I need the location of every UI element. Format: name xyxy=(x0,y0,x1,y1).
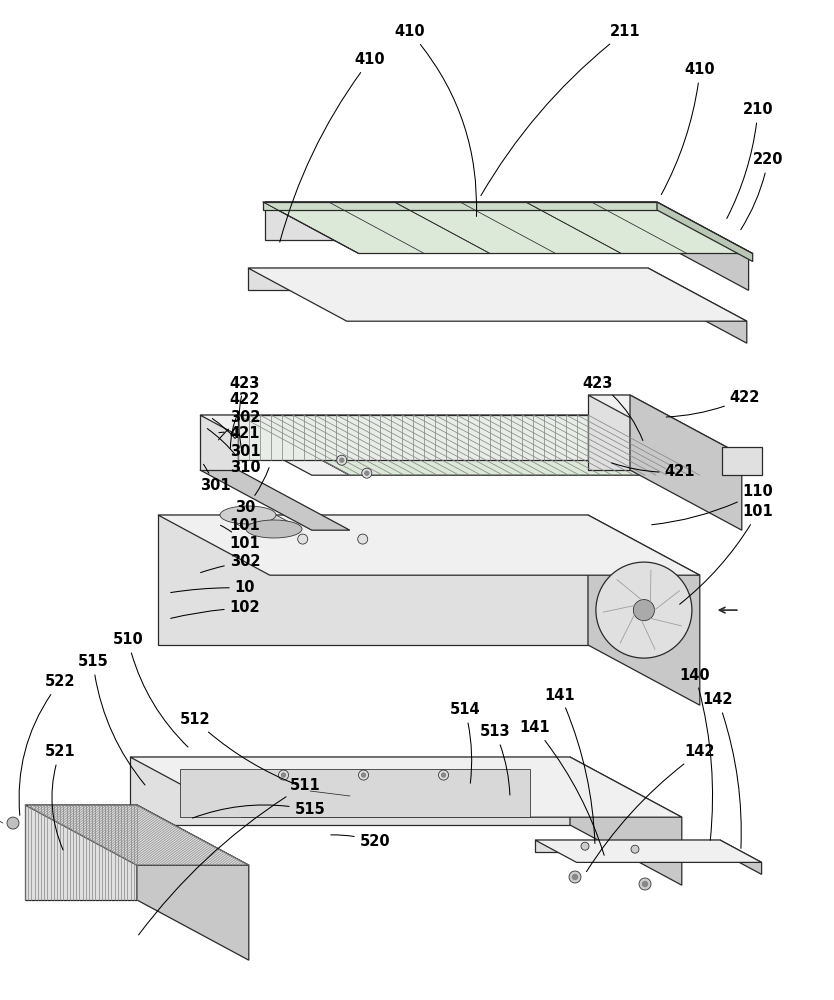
Circle shape xyxy=(642,882,647,886)
Text: 410: 410 xyxy=(394,24,476,216)
Circle shape xyxy=(633,600,655,621)
Text: 520: 520 xyxy=(331,834,390,850)
Polygon shape xyxy=(248,268,648,290)
Text: 302: 302 xyxy=(219,410,260,440)
Polygon shape xyxy=(535,840,761,862)
Polygon shape xyxy=(720,840,761,874)
Text: 142: 142 xyxy=(586,744,716,872)
Polygon shape xyxy=(721,447,761,475)
Circle shape xyxy=(639,878,651,890)
Polygon shape xyxy=(158,515,700,575)
Polygon shape xyxy=(25,805,137,900)
Circle shape xyxy=(631,845,639,853)
Circle shape xyxy=(581,842,589,850)
Text: 422: 422 xyxy=(666,390,760,417)
Text: 513: 513 xyxy=(480,724,510,795)
Text: 423: 423 xyxy=(583,375,643,441)
Text: 521: 521 xyxy=(45,744,75,850)
Circle shape xyxy=(362,773,365,777)
Circle shape xyxy=(358,534,368,544)
Circle shape xyxy=(364,471,369,475)
Polygon shape xyxy=(570,757,682,885)
Polygon shape xyxy=(200,415,349,475)
Polygon shape xyxy=(655,202,749,290)
Circle shape xyxy=(572,874,577,880)
Text: 510: 510 xyxy=(113,633,188,747)
Text: 220: 220 xyxy=(741,152,783,230)
Polygon shape xyxy=(200,470,349,530)
Text: 10: 10 xyxy=(171,580,255,595)
Ellipse shape xyxy=(246,520,302,538)
Polygon shape xyxy=(180,769,530,817)
Text: 301: 301 xyxy=(213,419,260,458)
Text: 522: 522 xyxy=(19,674,75,815)
Text: 101: 101 xyxy=(680,504,773,604)
Text: 102: 102 xyxy=(171,600,260,618)
Ellipse shape xyxy=(220,506,276,524)
Polygon shape xyxy=(263,202,752,254)
Circle shape xyxy=(596,562,692,658)
Polygon shape xyxy=(265,202,749,252)
Circle shape xyxy=(298,534,308,544)
Text: 423: 423 xyxy=(230,375,260,454)
Circle shape xyxy=(359,770,369,780)
Text: 210: 210 xyxy=(726,103,773,219)
Circle shape xyxy=(339,458,344,462)
Text: 410: 410 xyxy=(661,62,716,195)
Text: 140: 140 xyxy=(680,668,712,840)
Text: 410: 410 xyxy=(279,52,385,242)
Polygon shape xyxy=(158,515,588,645)
Circle shape xyxy=(569,871,581,883)
Polygon shape xyxy=(263,202,657,210)
Text: 141: 141 xyxy=(545,688,595,843)
Circle shape xyxy=(439,770,449,780)
Text: 512: 512 xyxy=(179,712,298,785)
Text: 421: 421 xyxy=(219,426,260,442)
Circle shape xyxy=(282,773,285,777)
Polygon shape xyxy=(535,840,720,852)
Polygon shape xyxy=(588,395,630,470)
Text: 141: 141 xyxy=(520,720,604,855)
Circle shape xyxy=(362,468,372,478)
Polygon shape xyxy=(588,395,741,455)
Polygon shape xyxy=(130,757,682,817)
Text: 422: 422 xyxy=(230,392,260,448)
Circle shape xyxy=(441,773,445,777)
Polygon shape xyxy=(265,202,655,240)
Text: 515: 515 xyxy=(78,654,145,785)
Text: 421: 421 xyxy=(611,463,696,480)
Polygon shape xyxy=(238,415,588,460)
Circle shape xyxy=(7,817,19,829)
Polygon shape xyxy=(630,395,741,530)
Polygon shape xyxy=(130,757,570,825)
Polygon shape xyxy=(588,515,700,705)
Polygon shape xyxy=(248,268,746,321)
Text: 514: 514 xyxy=(450,702,480,783)
Text: 211: 211 xyxy=(481,24,641,196)
Polygon shape xyxy=(200,415,238,470)
Text: 101: 101 xyxy=(229,518,260,534)
Circle shape xyxy=(337,455,347,465)
Text: 515: 515 xyxy=(193,802,325,818)
Polygon shape xyxy=(137,805,249,960)
Text: 101: 101 xyxy=(220,525,260,552)
Polygon shape xyxy=(238,415,700,475)
Text: 511: 511 xyxy=(138,778,320,935)
Text: 302: 302 xyxy=(201,554,260,573)
Circle shape xyxy=(279,770,289,780)
Text: 142: 142 xyxy=(703,692,741,848)
Polygon shape xyxy=(220,515,302,529)
Text: 310: 310 xyxy=(208,429,260,476)
Polygon shape xyxy=(657,202,752,262)
Polygon shape xyxy=(648,268,746,343)
Text: 110: 110 xyxy=(651,485,773,525)
Text: 30: 30 xyxy=(235,468,269,516)
Text: 301: 301 xyxy=(199,464,230,493)
Polygon shape xyxy=(25,805,249,865)
